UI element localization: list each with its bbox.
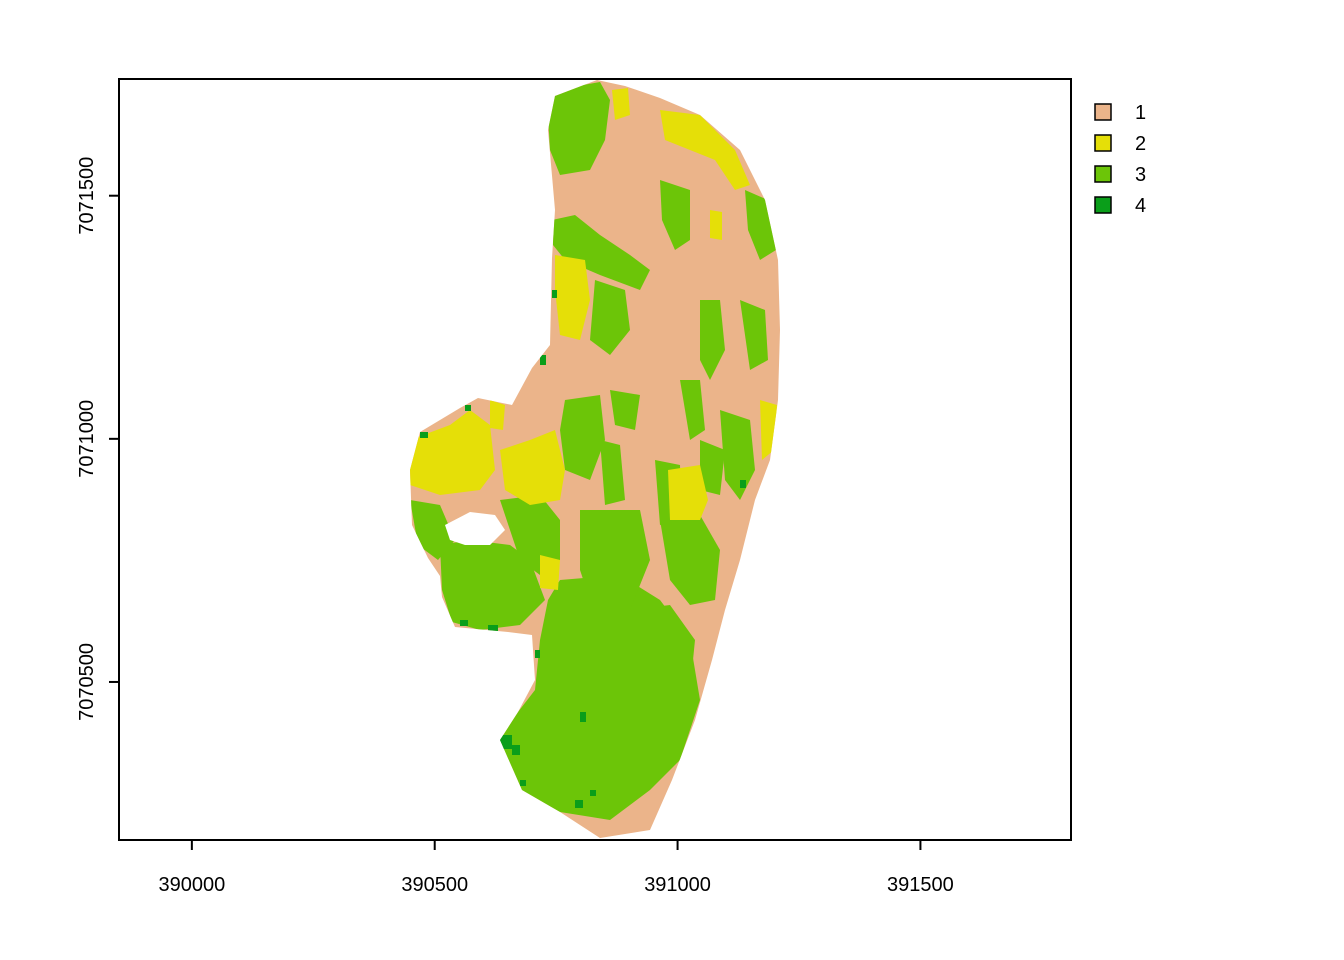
x-tick-label: 390000 (158, 874, 225, 896)
legend-swatch (1094, 103, 1112, 121)
raster-class-3-patches (410, 82, 776, 820)
y-tick-label: 7070500 (76, 643, 98, 721)
raster-class-2-patches (410, 88, 777, 590)
legend-label: 1 (1135, 102, 1146, 124)
y-tick-label: 7071000 (76, 400, 98, 478)
legend-swatch (1094, 196, 1112, 214)
x-tick-label: 391000 (644, 874, 711, 896)
legend-swatch (1094, 165, 1112, 183)
legend-label: 2 (1135, 133, 1146, 155)
raster-class-4-patches (420, 290, 746, 808)
legend-swatch (1094, 134, 1112, 152)
raster-layer (410, 80, 780, 838)
raster-nodata-gap (445, 512, 505, 545)
legend-label: 3 (1135, 164, 1146, 186)
legend: 1 2 3 4 (1094, 102, 1146, 217)
x-tick-label: 391500 (887, 874, 954, 896)
y-axis: 7070500 7071000 7071500 (76, 157, 120, 721)
y-tick-label: 7071500 (76, 157, 98, 235)
x-axis: 390000 390500 391000 391500 (158, 839, 954, 896)
x-tick-label: 390500 (401, 874, 468, 896)
legend-label: 4 (1135, 195, 1146, 217)
